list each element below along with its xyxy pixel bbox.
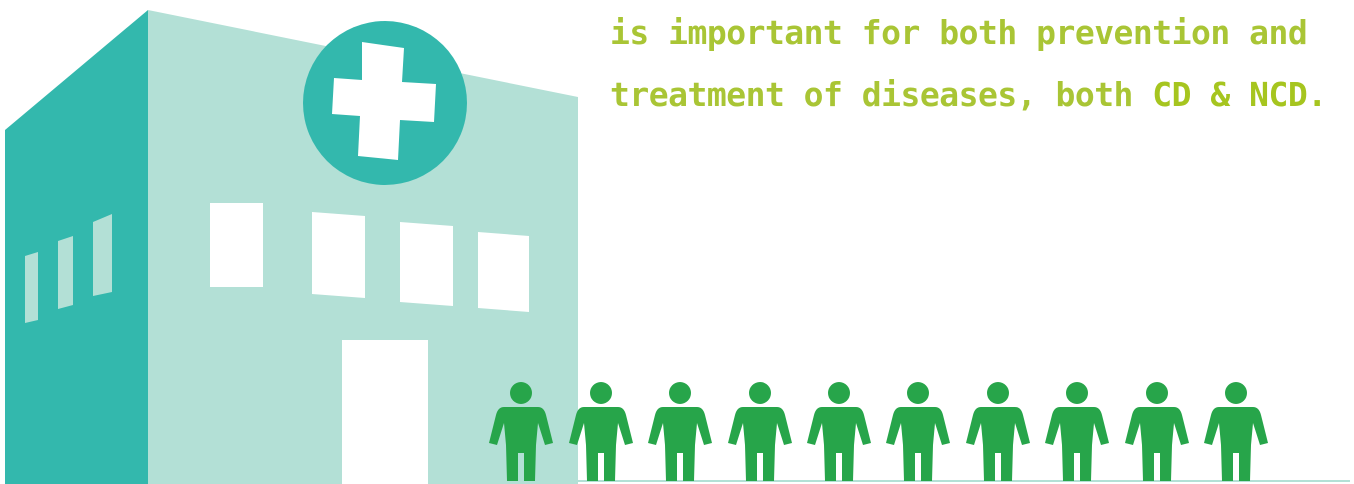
person [728, 382, 792, 481]
message-emphasis: CD & NCD. [1152, 75, 1327, 114]
person [886, 382, 950, 481]
building-side [5, 10, 148, 484]
person [1204, 382, 1268, 481]
side-window [93, 214, 112, 296]
person [648, 382, 712, 481]
message: is important for both prevention and tre… [610, 2, 1354, 126]
side-window [25, 252, 38, 323]
person [569, 382, 633, 481]
person [807, 382, 871, 481]
cross [332, 42, 436, 160]
message-text: is important for both prevention and tre… [610, 13, 1308, 114]
window [312, 212, 365, 298]
side-window [58, 236, 73, 309]
person [966, 382, 1030, 481]
person [1125, 382, 1189, 481]
door [342, 340, 428, 484]
person [1045, 382, 1109, 481]
window [478, 232, 529, 312]
window [400, 222, 453, 306]
window [210, 203, 263, 287]
